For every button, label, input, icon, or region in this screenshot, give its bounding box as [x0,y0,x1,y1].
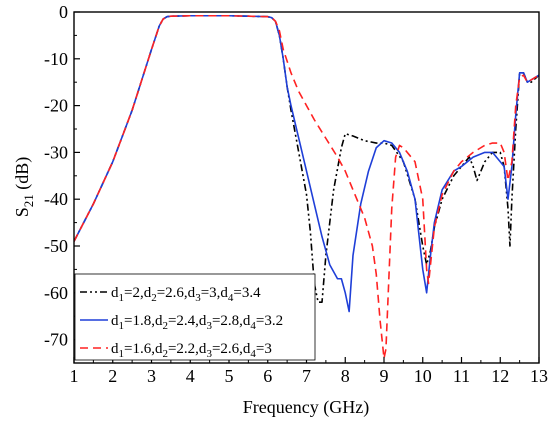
legend-label-subscript: 2 [162,320,168,332]
legend-label-part: =2.6,d [157,285,196,301]
legend-label-part: d [111,285,119,301]
y-tick-label: -60 [44,283,68,303]
y-tick-label: -40 [44,189,68,209]
legend-label-subscript: 1 [119,348,125,360]
legend-label-part: =3,d [201,285,229,301]
y-tick-label: -50 [44,236,68,256]
legend-label-subscript: 3 [195,292,201,304]
legend-label-part: =1.6,d [124,341,163,357]
legend-label-part: =2.2,d [168,341,207,357]
legend-label-part: =3.2 [256,313,283,329]
x-tick-label: 4 [186,366,195,386]
series-line-3 [74,14,539,360]
legend-label-subscript: 1 [119,320,125,332]
legend-label-subscript: 1 [119,292,125,304]
legend-label-part: =2.4,d [168,313,207,329]
legend-label-1: d1=2,d2=2.6,d3=3,d4=3.4 [111,285,261,304]
series-line-2 [74,14,539,313]
legend-box [74,273,316,361]
legend-label-part: d [111,313,119,329]
y-axis-title: S21 (dB) [12,157,36,218]
x-tick-label: 9 [380,366,389,386]
series-line-1 [74,14,539,303]
legend-label-part: =1.8,d [124,313,163,329]
legend-label-part: =2,d [124,285,152,301]
x-tick-label: 3 [147,366,156,386]
y-tick-label: -20 [44,96,68,116]
legend-label-2: d1=1.8,d2=2.4,d3=2.8,d4=3.2 [111,313,283,332]
x-tick-label: 11 [453,366,470,386]
y-axis-title-main: S [12,207,32,217]
x-tick-label: 10 [414,366,432,386]
y-tick-label: -30 [44,142,68,162]
legend-label-part: =2.6,d [212,341,251,357]
x-tick-label: 12 [491,366,509,386]
legend-label-part: d [111,341,119,357]
x-tick-label: 1 [70,366,79,386]
legend-label-subscript: 4 [250,348,256,360]
x-tick-label: 5 [225,366,234,386]
legend-label-subscript: 2 [162,348,168,360]
y-axis-title-subscript: 21 [21,194,36,207]
legend-label-part: =3.4 [233,285,261,301]
x-axis-title: Frequency (GHz) [243,397,369,418]
x-tick-label: 6 [263,366,272,386]
legend-label-subscript: 4 [228,292,234,304]
y-tick-label: -70 [44,330,68,350]
legend-label-part: =3 [256,341,272,357]
x-tick-label: 13 [530,366,548,386]
legend-label-subscript: 2 [151,292,157,304]
legend-label-part: =2.8,d [212,313,251,329]
y-tick-label: -10 [44,49,68,69]
legend: d1=2,d2=2.6,d3=3,d4=3.4d1=1.8,d2=2.4,d3=… [74,273,316,361]
x-tick-label: 2 [108,366,117,386]
y-tick-label: 0 [59,2,68,22]
legend-label-subscript: 4 [250,320,256,332]
legend-label-3: d1=1.6,d2=2.2,d3=2.6,d4=3 [111,341,272,360]
y-axis-title-unit: (dB) [12,157,33,195]
x-tick-label: 8 [341,366,350,386]
legend-label-subscript: 3 [206,320,212,332]
series-layer [74,14,539,360]
legend-label-subscript: 3 [206,348,212,360]
y-axis-ticks: 0 -10 -20 -30 -40 -50 -60 -70 [44,2,80,364]
x-axis-ticks: 1 2 3 4 5 6 7 8 9 10 11 12 13 [70,357,548,386]
x-tick-label: 7 [302,366,311,386]
